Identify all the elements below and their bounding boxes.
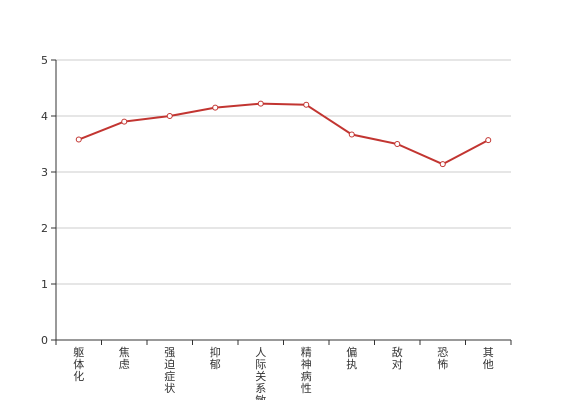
data-point: [394, 141, 401, 147]
data-point: [166, 113, 173, 119]
x-tick-label: 人际关系敏感: [255, 346, 266, 400]
data-point: [348, 131, 355, 138]
axes: [51, 59, 512, 345]
x-tick-label: 抑郁: [210, 345, 221, 371]
x-tick-label: 强迫症状: [164, 346, 175, 395]
data-point: [485, 137, 492, 144]
y-tick-label: 1: [41, 278, 48, 291]
x-tick-label: 焦虑: [119, 346, 130, 371]
data-point: [303, 101, 310, 108]
x-tick-label: 恐怖: [437, 346, 448, 371]
y-tick-label: 5: [41, 54, 48, 67]
y-tick-label: 3: [41, 166, 48, 179]
labels: 0 1 2 3 4 5 躯体化 焦虑 强迫症状 抑郁 人际关系敏感 精神病性 偏执 敌对 恐怖 其他: [41, 54, 494, 400]
series-line: [78, 102, 489, 166]
y-tick-label: 4: [41, 110, 48, 123]
x-tick-label: 躯体化: [73, 346, 84, 383]
x-tick-label: 精神病性: [301, 346, 312, 395]
series-layer: [75, 100, 492, 168]
data-point: [212, 104, 219, 111]
data-point: [75, 136, 82, 143]
x-tick-label: 其他: [483, 346, 494, 371]
data-point: [257, 100, 264, 107]
data-point: [439, 161, 446, 168]
data-point: [121, 118, 128, 125]
grid-lines: [56, 59, 511, 285]
y-tick-label: 2: [41, 222, 48, 235]
y-tick-label: 0: [41, 334, 48, 347]
x-tick-label: 偏执: [346, 345, 357, 371]
x-tick-label: 敌对: [392, 345, 403, 371]
